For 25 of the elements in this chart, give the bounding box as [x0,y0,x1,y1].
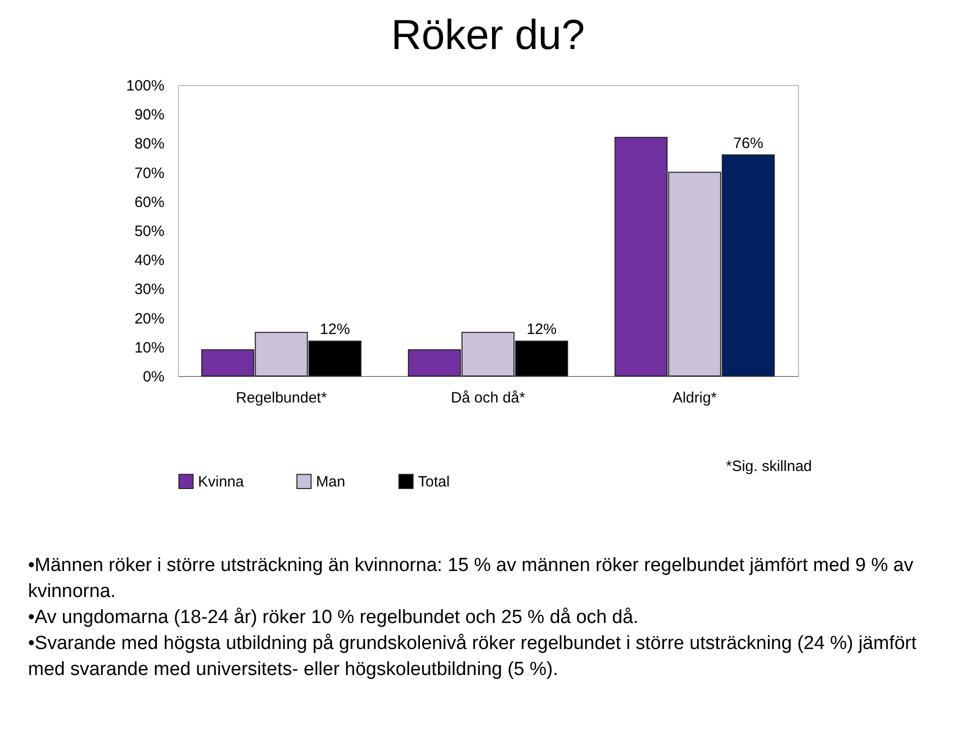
text: •Av ungdomarna (18-24 år) röker 10 % regelbundet och 25 % då och då. [28,606,640,630]
y-tick-label: 60% [134,194,164,211]
y-tick-label: 70% [134,164,164,182]
y-tick-label: 80% [134,136,164,153]
data-label: 12% [526,321,557,338]
y-tick-label: 20% [134,310,164,328]
legend-label: Man [316,473,346,490]
y-tick-label: 100% [126,78,164,94]
data-label: 12% [320,321,350,338]
y-tick-label: 40% [134,252,164,270]
x-tick-label: Då och då* [450,390,526,406]
y-tick-label: 50% [134,223,164,240]
y-tick-label: 10% [134,339,164,356]
legend-label: Kvinna [198,473,245,490]
text: *Sig. skillnad [726,458,812,475]
x-tick-label: Aldrig* [672,390,717,406]
chart-title: Röker du? [391,11,585,58]
x-tick-label: Regelbundet* [236,390,327,406]
y-tick-label: 0% [142,368,164,386]
legend-label: Total [418,473,450,490]
y-tick-label: 90% [134,106,164,124]
text: •Männen röker i större utsträckning än kvinnorna: 15 % av männen röker regelbundet jämfört med 9 % av kvinnorna. [28,554,914,604]
data-label: 76% [733,134,764,152]
y-tick-label: 30% [134,281,164,298]
text: •Svarande med högsta utbildning på grundskolenivå röker regelbundet i större utsträckning (24 %) jämfört med svarande med universitets- eller högskoleutbildning (5 %). [28,632,918,682]
